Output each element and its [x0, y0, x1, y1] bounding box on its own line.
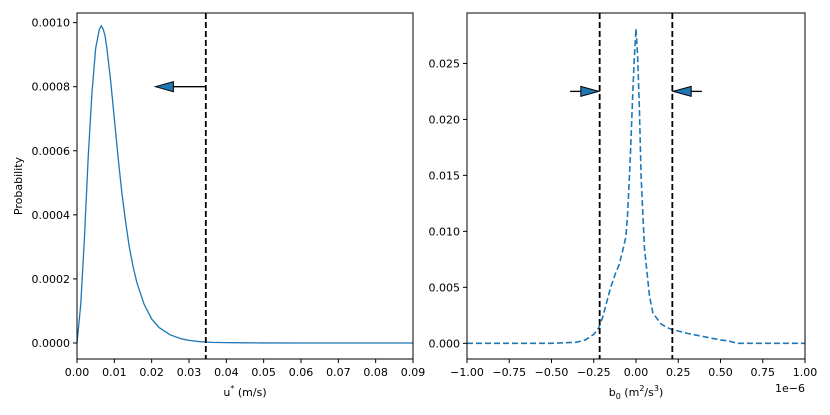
- right-xlabel: b0 (m2/s3): [609, 384, 664, 401]
- left-xtick-label: 0.01: [102, 366, 127, 379]
- right-xtick-label: 0.75: [751, 366, 776, 379]
- right-ytick-label: 0.015: [429, 169, 461, 182]
- left-series-line: [76, 24, 413, 344]
- right-ytick-label: 0.025: [429, 57, 461, 70]
- left-ytick-label: 0.0002: [32, 273, 71, 286]
- right-data: [467, 13, 805, 359]
- left-xtick-label: 0.05: [251, 366, 276, 379]
- right-ytick-label: 0.010: [429, 225, 461, 238]
- left-ticks: 0.00 0.01 0.02 0.03 0.04 0.05 0.06 0.07 0.08 0.09…: [32, 17, 426, 379]
- right-ytick-label: 0.005: [429, 281, 461, 294]
- right-xtick-label: 0.50: [708, 366, 733, 379]
- right-xtick-label: 0.00: [624, 366, 649, 379]
- left-data: [76, 13, 413, 359]
- right-panel: −1.00 −0.75 −0.50 −0.25 0.00 0.25 0.50 0.75 1.00…: [429, 12, 818, 401]
- right-xtick-label: −0.50: [535, 366, 569, 379]
- left-xtick-label: 0.04: [214, 366, 239, 379]
- left-xtick-label: 0.03: [177, 366, 202, 379]
- right-xtick-label: −0.75: [492, 366, 526, 379]
- left-ytick-label: 0.0008: [32, 81, 71, 94]
- left-ytick-label: 0.0010: [32, 17, 71, 30]
- left-xtick-label: 0.00: [65, 366, 90, 379]
- right-xtick-label: 1.00: [793, 366, 818, 379]
- right-arrow-head: [580, 85, 601, 98]
- left-xtick-label: 0.08: [363, 366, 388, 379]
- right-arrow-head: [671, 85, 692, 98]
- left-panel: 0.00 0.01 0.02 0.03 0.04 0.05 0.06 0.07 0.08 0.09…: [12, 12, 426, 399]
- left-xlabel: u* (m/s): [223, 384, 266, 399]
- left-xtick-label: 0.09: [401, 366, 426, 379]
- right-xtick-label: −0.25: [577, 366, 611, 379]
- left-ytick-label: 0.0000: [32, 337, 71, 350]
- left-xtick-label: 0.02: [139, 366, 164, 379]
- right-x-scale-label: 1e−6: [775, 382, 805, 395]
- right-xtick-label: −1.00: [450, 366, 484, 379]
- left-arrow-head: [153, 81, 174, 93]
- right-ytick-label: 0.020: [429, 113, 461, 126]
- right-ytick-label: 0.000: [429, 337, 461, 350]
- left-axes-frame: [76, 12, 414, 360]
- left-xtick-label: 0.06: [289, 366, 314, 379]
- left-ylabel: Probability: [12, 156, 25, 215]
- left-ytick-label: 0.0004: [32, 209, 71, 222]
- left-ytick-label: 0.0006: [32, 145, 71, 158]
- right-xtick-label: 0.25: [666, 366, 691, 379]
- right-ticks: −1.00 −0.75 −0.50 −0.25 0.00 0.25 0.50 0.75 1.00…: [429, 57, 818, 379]
- left-xtick-label: 0.07: [326, 366, 351, 379]
- right-axes-frame: [466, 12, 806, 360]
- right-series-line: [467, 28, 805, 345]
